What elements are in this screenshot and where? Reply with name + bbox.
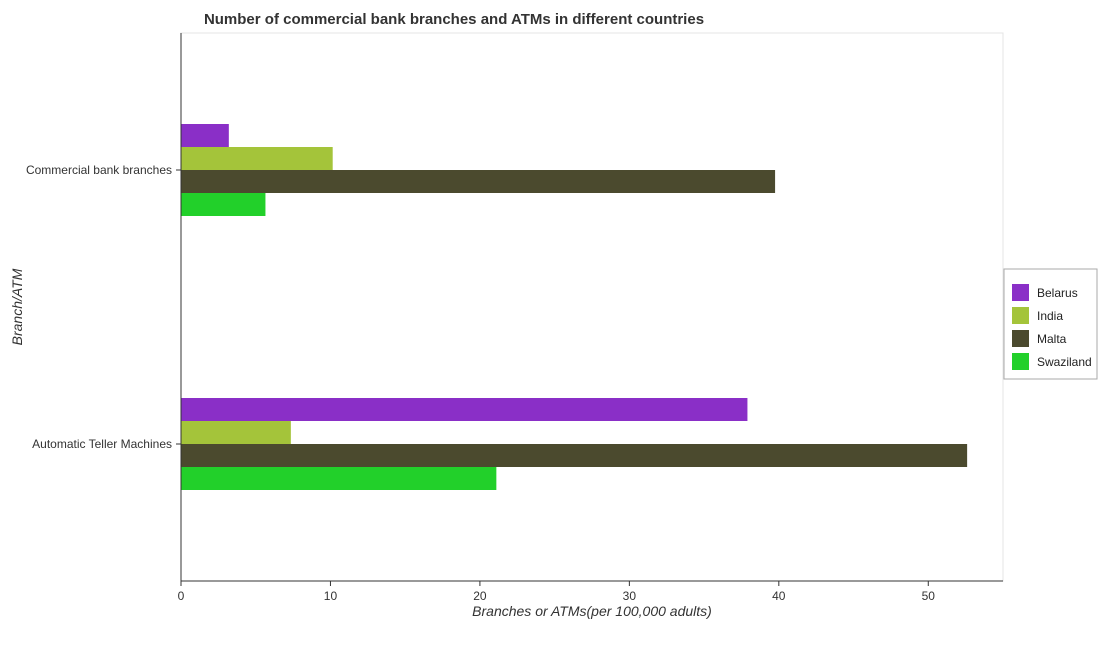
x-tick-label: 40	[772, 589, 786, 603]
legend-label-malta: Malta	[1037, 332, 1067, 346]
y-tick-label: Commercial bank branches	[26, 163, 172, 177]
y-axis-ticks: Commercial bank branches Automatic Teller…	[26, 163, 181, 451]
legend-swatch-malta	[1012, 330, 1029, 347]
legend-swatch-swaziland	[1012, 353, 1029, 370]
chart-title: Number of commercial bank branches and A…	[204, 11, 704, 28]
bar-swaziland-atms	[181, 467, 497, 490]
plot-area-frame	[180, 32, 1004, 582]
bars-group	[181, 124, 968, 490]
x-axis-label: Branches or ATMs(per 100,000 adults)	[472, 603, 712, 619]
legend-label-swaziland: Swaziland	[1037, 355, 1092, 369]
legend-swatch-belarus	[1012, 284, 1029, 301]
legend-swatch-india	[1012, 307, 1029, 324]
y-axis-label: Branch/ATM	[9, 268, 25, 345]
legend-label-belarus: Belarus	[1037, 286, 1078, 300]
bar-belarus-atms	[181, 398, 748, 421]
x-tick-label: 0	[178, 589, 185, 603]
x-tick-label: 50	[922, 589, 936, 603]
bar-swaziland-branches	[181, 193, 266, 216]
legend: Belarus India Malta Swaziland	[1003, 268, 1098, 380]
x-tick-label: 30	[623, 589, 637, 603]
y-tick-label: Automatic Teller Machines	[32, 437, 172, 451]
x-tick-label: 20	[473, 589, 487, 603]
bar-malta-branches	[181, 170, 776, 193]
legend-label-india: India	[1037, 309, 1063, 323]
bar-malta-atms	[181, 444, 968, 467]
bar-belarus-branches	[181, 124, 229, 147]
x-tick-label: 10	[324, 589, 338, 603]
bar-india-atms	[181, 421, 291, 444]
bar-india-branches	[181, 147, 333, 170]
x-axis-ticks: 0 10 20 30 40 50	[178, 581, 936, 603]
